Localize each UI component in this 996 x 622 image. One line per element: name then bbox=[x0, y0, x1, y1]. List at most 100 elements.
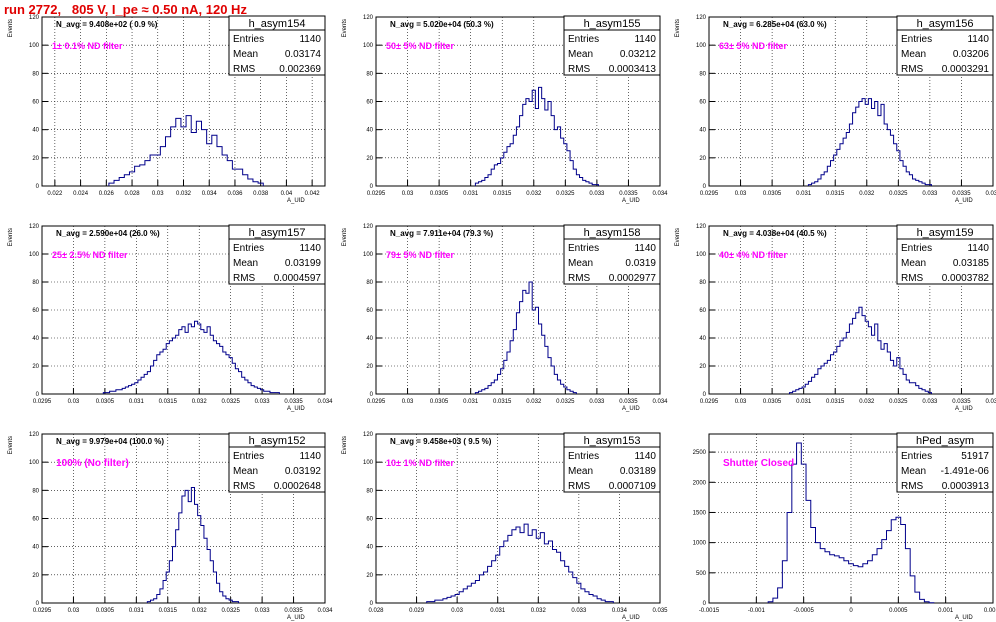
stats-value: 1140 bbox=[299, 451, 321, 462]
stats-value: 0.0002977 bbox=[609, 273, 657, 284]
stats-value: 1140 bbox=[967, 34, 989, 45]
x-tick-label: 0.031 bbox=[796, 399, 812, 405]
stats-label: Entries bbox=[568, 243, 599, 254]
stats-value: 0.0003782 bbox=[942, 273, 990, 284]
x-tick-label: 0.032 bbox=[859, 191, 875, 197]
panel-hPed_asym: -0.0015 -0.001 -0.0005 0 0.0005 0.001 0.0015 0 5… bbox=[693, 432, 996, 621]
x-tick-label: 0.0335 bbox=[619, 191, 638, 197]
stats-value: 1140 bbox=[634, 34, 656, 45]
run-title: run 2772, 805 V, I_pe ≈ 0.50 nA, 120 Hz bbox=[4, 2, 247, 17]
x-tick-label: 0.032 bbox=[176, 191, 192, 197]
y-tick-label: 40 bbox=[32, 128, 39, 134]
y-tick-label: 20 bbox=[366, 156, 373, 162]
x-tick-label: 0.034 bbox=[652, 191, 668, 197]
y-tick-label: 40 bbox=[699, 336, 706, 342]
y-tick-label: 0 bbox=[36, 184, 40, 190]
filter-note: 63± 5% ND filter bbox=[719, 41, 787, 51]
stats-value: 0.03199 bbox=[285, 258, 322, 269]
y-tick-label: 20 bbox=[366, 573, 373, 579]
x-tick-label: 0.032 bbox=[192, 608, 208, 614]
x-tick-label: 0.0015 bbox=[984, 608, 996, 614]
y-tick-label: 120 bbox=[696, 15, 707, 21]
x-tick-label: 0.0305 bbox=[763, 399, 782, 405]
stats-label: Mean bbox=[568, 49, 593, 60]
x-tick-label: 0.031 bbox=[463, 399, 479, 405]
y-tick-label: 20 bbox=[32, 573, 39, 579]
x-tick-label: 0.022 bbox=[47, 191, 63, 197]
y-tick-label: 0 bbox=[703, 601, 707, 607]
stats-label: Mean bbox=[233, 466, 258, 477]
y-tick-label: 120 bbox=[29, 432, 40, 438]
y-tick-label: 80 bbox=[699, 280, 706, 286]
stats-box bbox=[228, 224, 326, 285]
x-tick-label: 0.031 bbox=[129, 399, 145, 405]
y-tick-label: 60 bbox=[32, 100, 39, 106]
y-tick-label: 20 bbox=[366, 364, 373, 370]
x-tick-label: 0.03 bbox=[68, 608, 80, 614]
histogram-series bbox=[474, 281, 577, 394]
y-axis-label: Events bbox=[342, 19, 348, 37]
stats-box bbox=[896, 432, 994, 493]
y-tick-label: 100 bbox=[363, 252, 374, 258]
histogram-series bbox=[807, 98, 932, 186]
x-tick-label: 0.032 bbox=[526, 191, 542, 197]
filter-note: 1± 0.1% ND filter bbox=[52, 41, 123, 51]
y-tick-label: 40 bbox=[699, 128, 706, 134]
panel-h_asym158: 0.0295 0.03 0.0305 0.031 0.0315 0.032 0.0325 0.… bbox=[342, 224, 668, 412]
stats-label: RMS bbox=[901, 64, 924, 75]
x-tick-label: 0.0325 bbox=[556, 191, 575, 197]
y-tick-label: 60 bbox=[366, 100, 373, 106]
stats-label: Entries bbox=[901, 34, 932, 45]
stats-value: 1140 bbox=[967, 243, 989, 254]
x-tick-label: 0.034 bbox=[317, 608, 333, 614]
x-tick-label: 0.0335 bbox=[952, 399, 971, 405]
y-axis-label: Events bbox=[8, 228, 14, 246]
x-tick-label: 0.033 bbox=[589, 399, 605, 405]
x-tick-label: 0.0325 bbox=[556, 399, 575, 405]
stats-label: Mean bbox=[568, 258, 593, 269]
stats-value: 0.0004597 bbox=[274, 273, 322, 284]
x-tick-label: 0.035 bbox=[652, 608, 668, 614]
x-tick-label: 0.0295 bbox=[33, 608, 52, 614]
y-tick-label: 40 bbox=[32, 545, 39, 551]
x-tick-label: 0.033 bbox=[255, 608, 271, 614]
navg-label: N_avg = 9.458e+03 ( 9.5 %) bbox=[390, 437, 492, 446]
panel-h_asym156: 0.0295 0.03 0.0305 0.031 0.0315 0.032 0.0325 0.… bbox=[675, 15, 996, 204]
navg-label: N_avg = 7.911e+04 (79.3 %) bbox=[390, 229, 494, 238]
x-tick-label: 0.034 bbox=[652, 399, 668, 405]
stats-label: RMS bbox=[901, 481, 924, 492]
stats-value: 0.03174 bbox=[285, 49, 322, 60]
stats-label: Mean bbox=[233, 258, 258, 269]
histogram-series bbox=[788, 306, 932, 394]
x-tick-label: 0.04 bbox=[281, 191, 293, 197]
y-tick-label: 60 bbox=[366, 517, 373, 523]
y-tick-label: 20 bbox=[699, 156, 706, 162]
y-tick-label: 120 bbox=[363, 224, 374, 230]
x-tick-label: 0 bbox=[849, 608, 853, 614]
stats-label: Entries bbox=[568, 34, 599, 45]
x-tick-label: 0.0305 bbox=[430, 399, 449, 405]
stats-label: Mean bbox=[233, 49, 258, 60]
y-tick-label: 80 bbox=[366, 71, 373, 77]
stats-label: Mean bbox=[901, 49, 926, 60]
stats-title: h_asym155 bbox=[584, 18, 641, 30]
stats-label: RMS bbox=[568, 64, 591, 75]
y-tick-label: 100 bbox=[696, 43, 707, 49]
y-tick-label: 100 bbox=[29, 43, 40, 49]
x-tick-label: 0.0335 bbox=[952, 191, 971, 197]
stats-value: 0.0003291 bbox=[942, 64, 990, 75]
panel-h_asym159: 0.0295 0.03 0.0305 0.031 0.0315 0.032 0.0325 0.… bbox=[675, 224, 996, 412]
y-tick-label: 80 bbox=[366, 488, 373, 494]
y-tick-label: 80 bbox=[32, 71, 39, 77]
x-tick-label: 0.032 bbox=[192, 399, 208, 405]
navg-label: N_avg = 2.590e+04 (26.0 %) bbox=[56, 229, 160, 238]
histogram-series bbox=[108, 115, 264, 186]
filter-note: 10± 1% ND filter bbox=[386, 458, 454, 468]
x-tick-label: 0.034 bbox=[202, 191, 218, 197]
x-tick-label: 0.0295 bbox=[700, 399, 719, 405]
x-tick-label: 0.0315 bbox=[159, 608, 178, 614]
x-tick-label: 0.0305 bbox=[430, 191, 449, 197]
x-tick-label: 0.0295 bbox=[700, 191, 719, 197]
y-tick-label: 80 bbox=[32, 488, 39, 494]
x-tick-label: 0.0325 bbox=[889, 399, 908, 405]
